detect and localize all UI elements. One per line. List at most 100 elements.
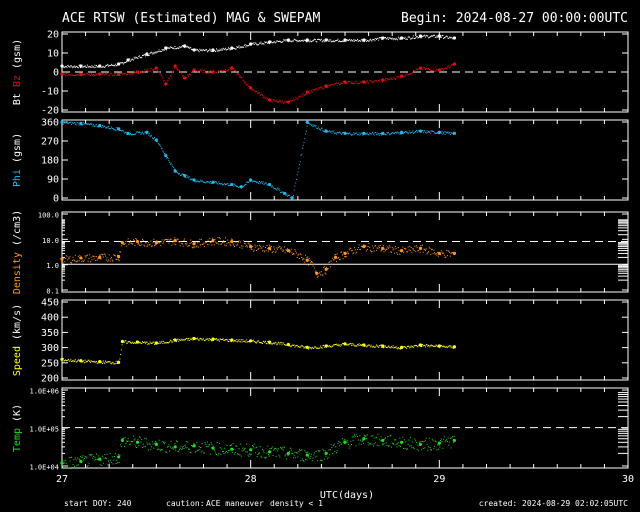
data-dot [178,173,180,175]
data-dot [437,448,439,450]
data-dot [111,456,113,458]
data-dot [101,361,103,363]
data-dot [450,64,452,66]
data-dot [164,441,166,443]
data-dot [285,195,287,197]
data-dot [291,345,293,347]
data-dot [414,245,416,247]
data-dot [87,74,89,76]
data-dot [217,183,219,185]
data-dot [156,66,158,68]
data-dot [148,242,150,244]
data-dot [141,131,143,133]
data-dot [268,343,270,345]
data-dot [437,69,439,71]
data-dot [375,80,377,82]
data-dot [165,82,167,84]
data-dot [447,65,449,67]
data-dot [249,454,251,456]
data-dot [113,129,115,131]
data-dot [319,450,321,452]
data-dot [354,81,356,83]
data-dot [248,341,250,343]
data-dot [320,86,322,88]
data-dot [115,129,117,131]
data-dot [402,133,404,135]
data-dot [136,442,138,444]
data-dot [169,75,171,77]
data-dot [444,37,446,39]
data-dot [174,443,176,445]
data-dot [403,132,405,134]
data-dot [99,74,101,76]
data-dot [387,246,389,248]
data-dot [397,346,399,348]
data-dot [153,238,155,240]
data-point [418,442,423,447]
data-dot [433,346,435,348]
data-dot [277,448,279,450]
data-dot [415,245,417,247]
data-dot [89,254,91,256]
data-dot [415,37,417,39]
data-dot [280,448,282,450]
data-dot [380,344,382,346]
data-dot [262,245,264,247]
data-dot [116,75,118,77]
data-dot [415,442,417,444]
y-tick-label: 270 [41,137,59,148]
data-dot [133,56,135,58]
data-dot [148,343,150,345]
data-dot [286,250,288,252]
data-dot [212,448,214,450]
data-dot [285,453,287,455]
data-dot [267,184,269,186]
data-dot [109,260,111,262]
caution-label: caution: [166,499,205,508]
y-axis-label-part: (gsm) [12,133,23,169]
data-dot [240,46,242,48]
data-dot [194,49,196,51]
data-dot [174,46,176,48]
data-dot [328,84,330,86]
data-dot [62,465,63,467]
data-dot [443,37,445,39]
data-dot [62,65,64,67]
data-dot [234,47,236,49]
data-dot [200,179,202,181]
data-dot [224,49,226,51]
data-dot [75,361,77,363]
data-dot [390,434,392,436]
data-dot [381,38,383,40]
data-dot [112,260,114,262]
data-dot [320,39,322,41]
data-dot [76,124,78,126]
data-dot [155,52,157,54]
data-dot [302,346,304,348]
data-dot [307,40,309,42]
data-dot [160,341,162,343]
data-dot [161,239,163,241]
data-dot [65,462,67,464]
data-dot [438,444,440,446]
data-dot [323,346,325,348]
data-dot [145,70,147,72]
data-dot [351,443,353,445]
data-dot [90,256,92,258]
data-dot [97,258,99,260]
data-dot [415,130,417,132]
data-dot [215,338,217,340]
data-dot [203,242,205,244]
data-dot [126,440,128,442]
data-dot [212,237,214,239]
data-dot [145,133,147,135]
data-dot [252,340,254,342]
data-dot [258,180,260,182]
data-dot [394,78,396,80]
data-dot [391,79,393,81]
data-dot [249,340,251,342]
data-dot [379,440,381,442]
data-dot [91,453,93,455]
data-dot [369,346,371,348]
data-dot [123,63,125,65]
